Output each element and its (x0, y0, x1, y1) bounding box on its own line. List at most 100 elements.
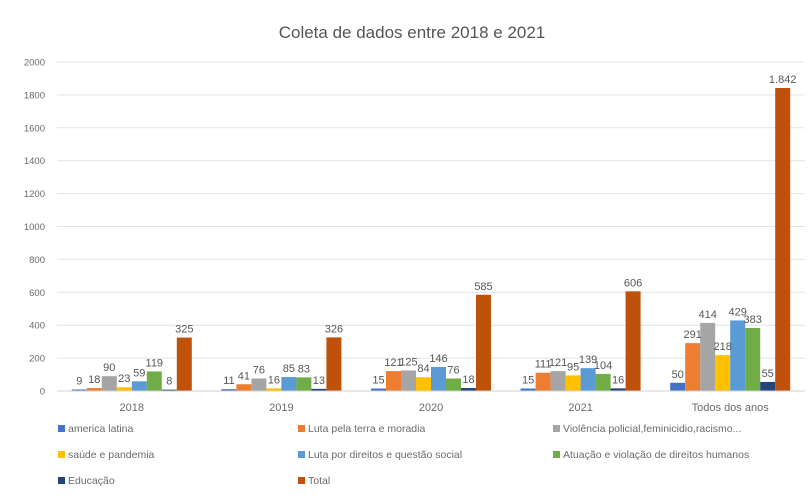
x-category-label-todos-dos-anos: Todos dos anos (692, 402, 770, 414)
data-label-america-latina-2019: 11 (223, 375, 234, 387)
legend-swatch-saude-e-pandemia (58, 451, 65, 458)
x-category-label-2018: 2018 (120, 402, 144, 414)
data-label-atuacao-e-violacao-de-direitos-humanos-2021: 104 (594, 360, 612, 372)
data-label-luta-por-direitos-e-questao-social-2018: 59 (133, 367, 145, 379)
y-tick-label-1800: 1800 (24, 90, 45, 101)
gridlines (57, 61, 805, 359)
legend-item-educacao: Educação (58, 475, 115, 487)
data-label-luta-por-direitos-e-questao-social-2020: 146 (429, 353, 447, 365)
data-label-violencia-policial-feminicidio-racismo-todos-dos-anos: 414 (699, 309, 717, 321)
y-tick-label-1400: 1400 (24, 156, 45, 167)
y-tick-label-600: 600 (29, 288, 45, 299)
bar-total-todos-dos-anos (775, 87, 791, 391)
bar-violencia-policial-feminicidio-racismo-2021 (550, 371, 566, 391)
bar-saude-e-pandemia-2020 (416, 377, 431, 391)
data-label-saude-e-pandemia-2021: 95 (567, 361, 579, 373)
bar-luta-por-direitos-e-questao-social-2018 (131, 381, 147, 391)
bar-educacao-todos-dos-anos (760, 381, 776, 391)
x-category-label-2020: 2020 (419, 402, 443, 414)
data-label-educacao-2020: 18 (462, 374, 474, 386)
legend-label-educacao: Educação (68, 475, 115, 487)
data-label-violencia-policial-feminicidio-racismo-2020: 125 (399, 356, 417, 368)
bar-total-2021 (625, 291, 641, 391)
data-label-luta-por-direitos-e-questao-social-todos-dos-anos: 429 (729, 306, 747, 318)
data-label-atuacao-e-violacao-de-direitos-humanos-2020: 76 (447, 364, 459, 376)
data-label-america-latina-todos-dos-anos: 50 (672, 369, 684, 381)
data-label-total-2020: 585 (474, 281, 492, 293)
data-label-luta-pela-terra-e-moradia-todos-dos-anos: 291 (684, 329, 702, 341)
bar-luta-por-direitos-e-questao-social-2020 (431, 366, 446, 391)
bar-violencia-policial-feminicidio-racismo-todos-dos-anos (700, 322, 716, 391)
data-label-educacao-2018: 8 (166, 376, 172, 388)
data-label-luta-pela-terra-e-moradia-2021: 111 (535, 359, 552, 371)
bar-luta-por-direitos-e-questao-social-todos-dos-anos (730, 320, 746, 391)
legend-label-total: Total (308, 475, 330, 487)
bar-educacao-2020 (461, 388, 476, 391)
data-label-saude-e-pandemia-todos-dos-anos: 218 (714, 341, 732, 353)
data-label-luta-por-direitos-e-questao-social-2019: 85 (283, 363, 295, 375)
legend-swatch-luta-pela-terra-e-moradia (298, 425, 305, 432)
bar-luta-por-direitos-e-questao-social-2021 (580, 368, 596, 391)
bar-atuacao-e-violacao-de-direitos-humanos-2019 (296, 377, 312, 391)
bar-atuacao-e-violacao-de-direitos-humanos-2018 (146, 371, 162, 391)
data-label-total-2018: 325 (175, 324, 193, 336)
bars (71, 87, 791, 391)
y-tick-label-0: 0 (40, 387, 45, 398)
legend-item-luta-pela-terra-e-moradia: Luta pela terra e moradia (298, 423, 425, 435)
data-label-saude-e-pandemia-2019: 16 (268, 374, 280, 386)
legend-item-america-latina: america latina (58, 423, 134, 435)
bar-luta-pela-terra-e-moradia-2020 (386, 371, 401, 391)
data-label-luta-pela-terra-e-moradia-2019: 41 (238, 370, 250, 382)
bar-total-2019 (326, 337, 342, 391)
data-label-educacao-todos-dos-anos: 55 (762, 368, 774, 380)
bar-saude-e-pandemia-2018 (116, 387, 132, 391)
bar-america-latina-2018 (71, 389, 87, 391)
bar-violencia-policial-feminicidio-racismo-2019 (251, 378, 267, 391)
data-label-america-latina-2020: 15 (372, 375, 384, 387)
x-category-label-2021: 2021 (568, 402, 592, 414)
bar-total-2018 (176, 337, 192, 391)
data-label-total-2021: 606 (624, 277, 642, 289)
y-tick-label-800: 800 (29, 255, 45, 266)
bar-atuacao-e-violacao-de-direitos-humanos-2021 (595, 373, 611, 391)
legend-label-violencia-policial-feminicidio-racismo: Violência policial,feminicidio,racismo..… (563, 423, 741, 435)
legend-item-violencia-policial-feminicidio-racismo: Violência policial,feminicidio,racismo..… (553, 423, 741, 435)
legend-label-luta-por-direitos-e-questao-social: Luta por direitos e questão social (308, 449, 462, 461)
data-label-educacao-2019: 13 (313, 375, 325, 387)
bar-educacao-2019 (311, 388, 327, 391)
legend-swatch-violencia-policial-feminicidio-racismo (553, 425, 560, 432)
bar-america-latina-2019 (221, 389, 237, 391)
data-label-luta-pela-terra-e-moradia-2020: 121 (384, 357, 402, 369)
x-axis-category-labels: 2018 2019 2020 2021 Todos dos anos (120, 402, 770, 414)
bar-atuacao-e-violacao-de-direitos-humanos-2020 (446, 378, 461, 391)
bar-saude-e-pandemia-todos-dos-anos (715, 355, 731, 391)
legend-item-saude-e-pandemia: saúde e pandemia (58, 449, 155, 461)
bar-luta-por-direitos-e-questao-social-2019 (281, 377, 297, 391)
chart-title: Coleta de dados entre 2018 e 2021 (279, 23, 546, 42)
y-tick-label-400: 400 (29, 321, 45, 332)
bar-america-latina-2020 (371, 388, 386, 391)
legend-swatch-atuacao-e-violacao-de-direitos-humanos (553, 451, 560, 458)
bar-america-latina-todos-dos-anos (670, 382, 686, 391)
data-label-luta-por-direitos-e-questao-social-2021: 139 (579, 354, 597, 366)
legend-label-america-latina: america latina (68, 423, 134, 435)
bar-saude-e-pandemia-2019 (266, 388, 282, 391)
data-label-violencia-policial-feminicidio-racismo-2018: 90 (103, 362, 115, 374)
bar-luta-pela-terra-e-moradia-todos-dos-anos (685, 343, 701, 391)
y-tick-label-200: 200 (29, 354, 45, 365)
bar-violencia-policial-feminicidio-racismo-2020 (401, 370, 416, 391)
data-label-violencia-policial-feminicidio-racismo-2019: 76 (253, 364, 265, 376)
legend-item-total: Total (298, 475, 330, 487)
legend-label-saude-e-pandemia: saúde e pandemia (68, 449, 155, 461)
legend-swatch-luta-por-direitos-e-questao-social (298, 451, 305, 458)
legend-label-atuacao-e-violacao-de-direitos-humanos: Atuação e violação de direitos humanos (563, 449, 749, 461)
data-label-total-2019: 326 (325, 323, 343, 335)
data-label-total-todos-dos-anos: 1.842 (769, 74, 797, 86)
bar-america-latina-2021 (520, 388, 536, 391)
bar-saude-e-pandemia-2021 (565, 375, 581, 391)
y-tick-label-2000: 2000 (24, 58, 45, 69)
legend-swatch-total (298, 477, 305, 484)
data-label-luta-pela-terra-e-moradia-2018: 18 (88, 374, 100, 386)
